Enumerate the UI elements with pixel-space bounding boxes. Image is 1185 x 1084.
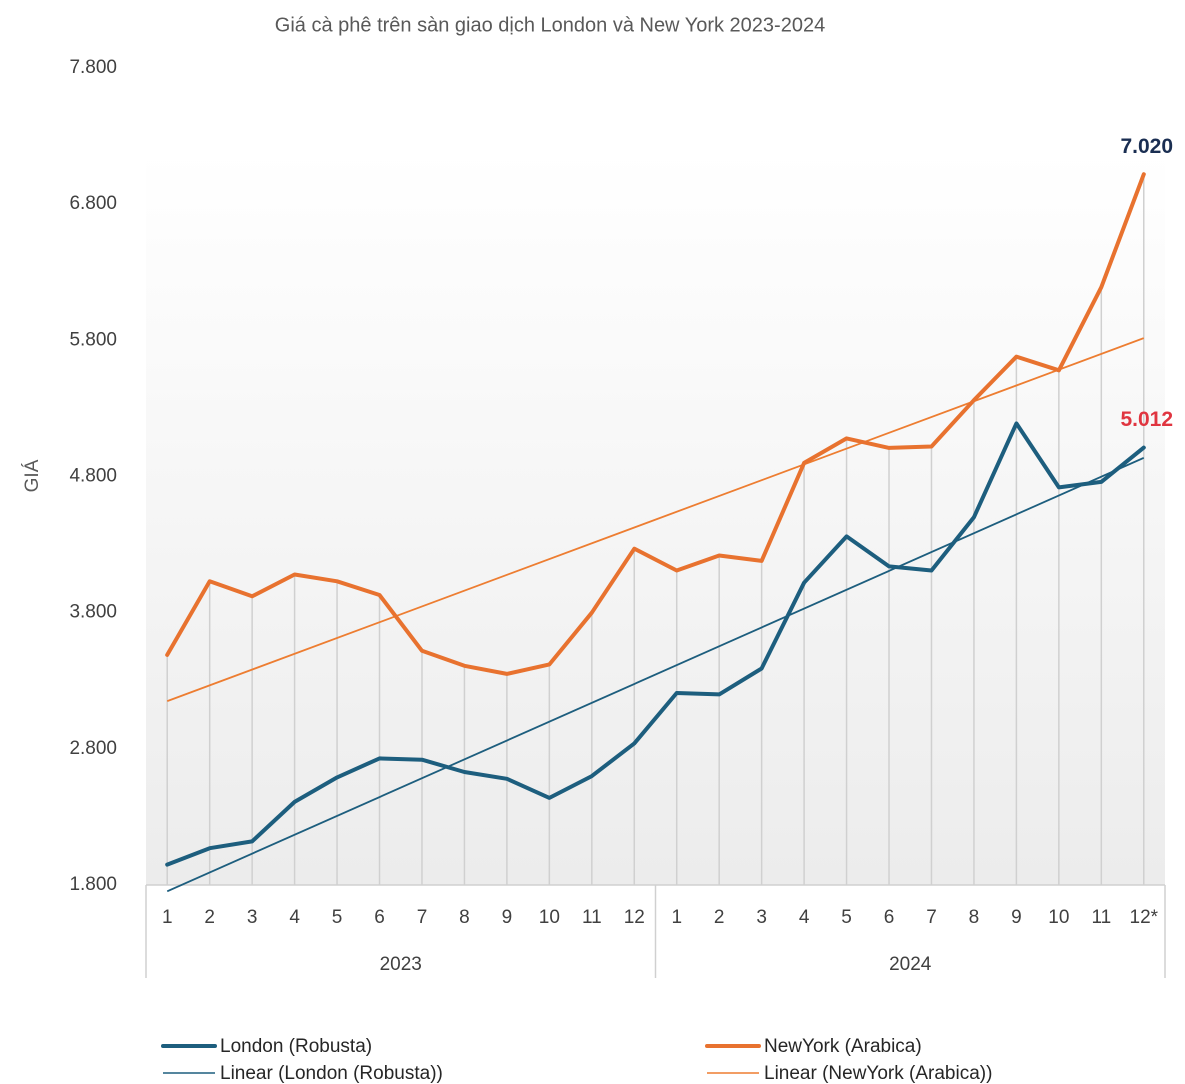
x-tick-label: 1	[671, 907, 682, 928]
x-tick-label: 11	[582, 907, 602, 928]
y-tick-label: 7.800	[69, 57, 117, 78]
x-tick-label: 7	[926, 907, 937, 928]
trendline	[166, 337, 1145, 702]
x-tick-label: 12	[624, 907, 645, 928]
y-tick-label: 4.800	[69, 466, 117, 487]
series-line	[165, 172, 1146, 676]
group-label: 2023	[380, 954, 422, 975]
x-tick-label: 3	[756, 907, 767, 928]
y-tick-label: 1.800	[69, 874, 117, 895]
x-tick-label: 9	[1011, 907, 1022, 928]
y-tick-label: 5.800	[69, 329, 117, 350]
chart-title: Giá cà phê trên sàn giao dịch London và …	[275, 14, 825, 36]
x-tick-label: 4	[289, 907, 300, 928]
legend-label: NewYork (Arabica)	[764, 1036, 922, 1057]
plot-background	[146, 150, 1165, 885]
legend-label: Linear (London (Robusta))	[220, 1063, 443, 1084]
x-tick-label: 9	[502, 907, 513, 928]
x-tick-label: 5	[841, 907, 852, 928]
y-tick-label: 2.800	[69, 738, 117, 759]
x-tick-label: 10	[1048, 907, 1069, 928]
x-tick-label: 10	[539, 907, 560, 928]
data-label: 7.020	[1120, 135, 1173, 158]
y-axis-title: GIÁ	[22, 459, 43, 492]
series-line	[165, 421, 1146, 867]
x-tick-label: 5	[332, 907, 343, 928]
x-tick-label: 6	[884, 907, 895, 928]
data-label: 5.012	[1120, 408, 1173, 431]
x-tick-label: 3	[247, 907, 258, 928]
x-tick-label: 12*	[1130, 907, 1159, 928]
legend-label: Linear (NewYork (Arabica))	[764, 1063, 992, 1084]
x-tick-label: 2	[204, 907, 215, 928]
group-label: 2024	[889, 954, 932, 975]
x-tick-label: 8	[459, 907, 470, 928]
trendline	[166, 456, 1145, 893]
x-tick-label: 1	[162, 907, 173, 928]
x-tick-label: 7	[417, 907, 428, 928]
x-tick-label: 4	[799, 907, 810, 928]
x-tick-label: 6	[374, 907, 385, 928]
x-tick-label: 8	[969, 907, 980, 928]
legend-label: London (Robusta)	[220, 1036, 372, 1057]
x-tick-label: 2	[714, 907, 725, 928]
y-tick-label: 3.800	[69, 602, 117, 623]
y-tick-label: 6.800	[69, 193, 117, 214]
x-tick-label: 11	[1091, 907, 1111, 928]
